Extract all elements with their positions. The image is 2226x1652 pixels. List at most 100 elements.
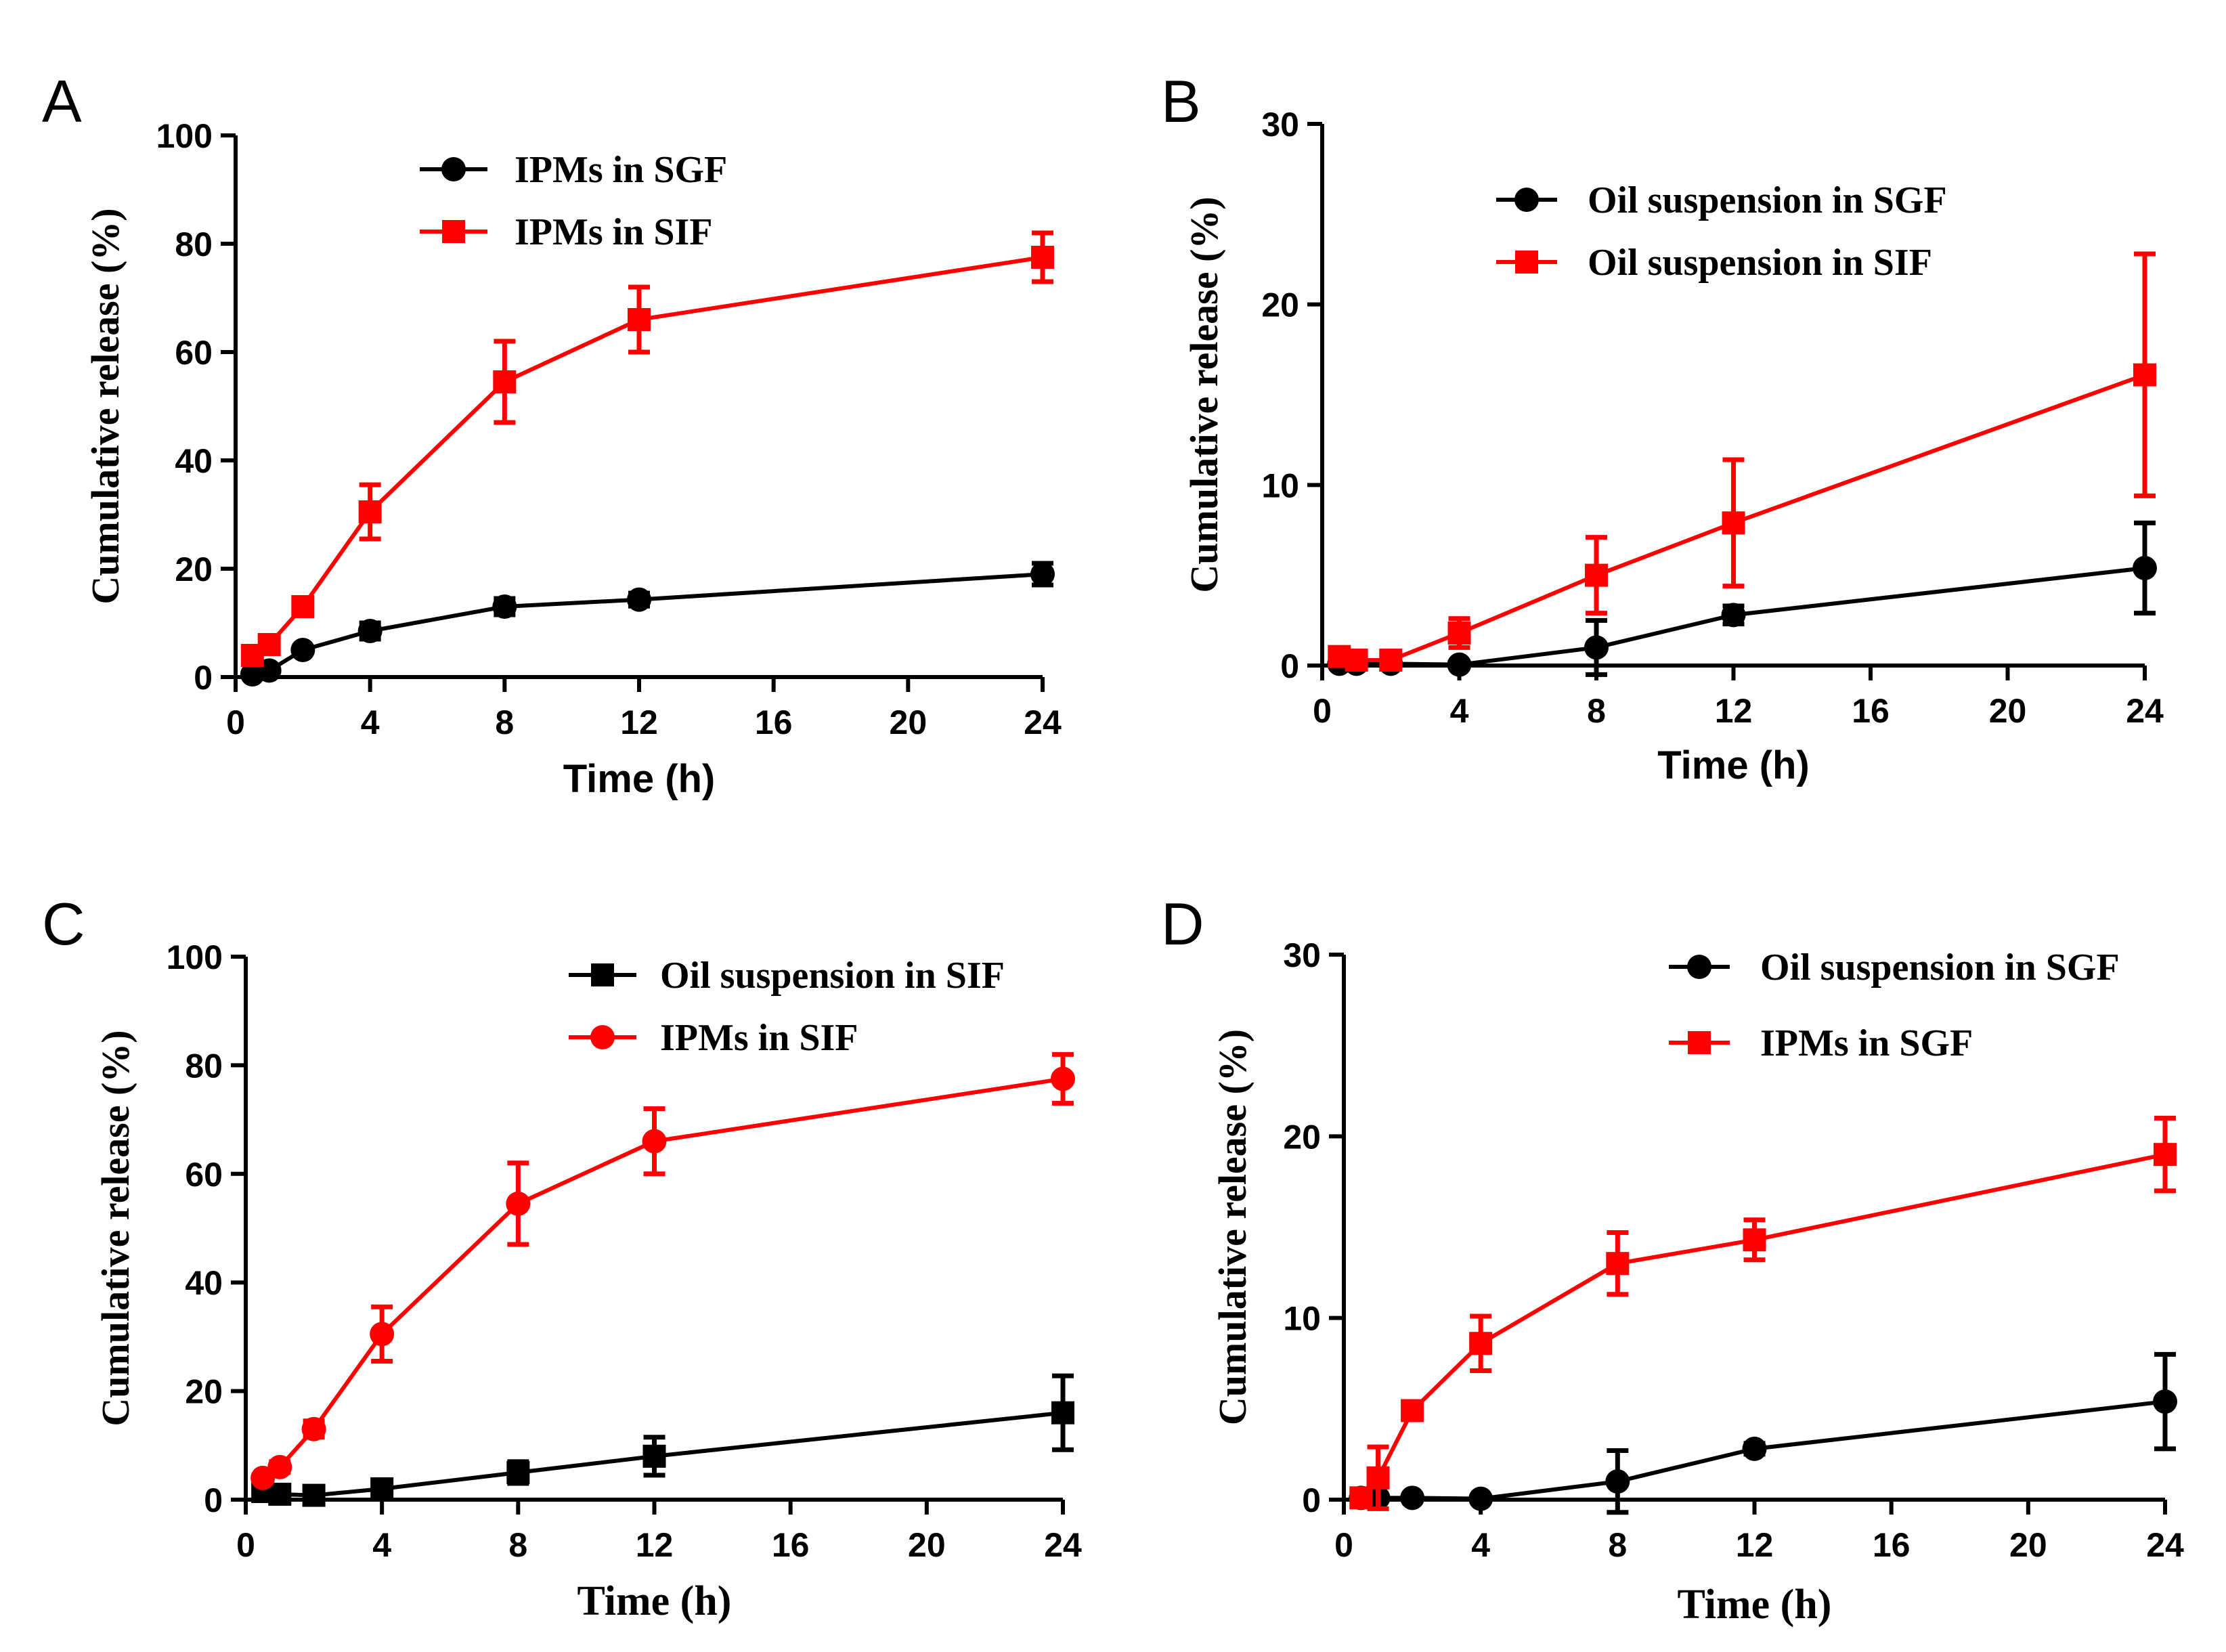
data-point [1742, 1436, 1767, 1461]
data-point [370, 1477, 394, 1500]
x-tick-label: 24 [2146, 1526, 2184, 1564]
y-tick-label: 100 [167, 938, 223, 976]
x-tick-label: 0 [1334, 1526, 1353, 1564]
y-axis-title: Cumulative release (%) [93, 1030, 137, 1426]
data-point [358, 500, 382, 523]
panel-letter: D [1161, 890, 1204, 957]
x-tick-label: 8 [495, 703, 514, 741]
data-point [257, 633, 281, 656]
x-tick-label: 4 [1471, 1526, 1490, 1564]
y-tick-label: 0 [194, 659, 213, 697]
legend-marker [1687, 955, 1711, 979]
panel-letter: B [1161, 68, 1201, 135]
data-point [2153, 1389, 2177, 1414]
x-tick-label: 4 [1450, 692, 1469, 730]
panel-a: A 0 4 8 12 16 20 24 0 20 40 60 80 100 Time (h) Cumulati… [42, 68, 1062, 801]
data-point [627, 587, 651, 612]
x-tick-label: 20 [890, 703, 928, 741]
y-tick-label: 0 [1280, 647, 1299, 685]
y-tick-label: 40 [185, 1264, 223, 1302]
y-tick-label: 20 [1283, 1118, 1321, 1156]
x-tick-label: 16 [1873, 1526, 1911, 1564]
data-point [1349, 1486, 1373, 1510]
data-point [1447, 622, 1471, 645]
series-1 [1349, 1351, 2177, 1515]
y-axis-title: Cumulative release (%) [83, 208, 127, 604]
x-tick-label: 20 [1989, 692, 2027, 730]
y-axis-title: Cumulative release (%) [1182, 196, 1226, 592]
legend-label: IPMs in SGF [515, 149, 727, 191]
data-point [493, 370, 517, 393]
data-point [492, 594, 517, 619]
data-point [2154, 1143, 2177, 1167]
data-point [1366, 1466, 1390, 1490]
y-tick-label: 10 [1261, 466, 1299, 504]
panel-d: D 0 4 8 12 16 20 24 0 10 20 30 Time (h) Cumulative re… [1161, 890, 2184, 1628]
x-tick-label: 0 [226, 703, 245, 741]
series-1 [251, 1373, 1074, 1507]
x-tick-label: 24 [1024, 703, 1062, 741]
x-tick-label: 16 [755, 703, 793, 741]
y-axis-title: Cumulative release (%) [1210, 1029, 1254, 1425]
panel-letter: C [42, 890, 85, 957]
legend-entry: IPMs in SGF [420, 149, 727, 191]
y-tick-label: 20 [175, 550, 213, 588]
x-tick-label: 12 [1736, 1526, 1774, 1564]
x-tick-label: 20 [2009, 1526, 2047, 1564]
x-tick-label: 16 [772, 1526, 810, 1564]
data-point [1468, 1486, 1493, 1511]
y-tick-label: 0 [1302, 1481, 1321, 1519]
legend-entry: Oil suspension in SIF [1496, 242, 1932, 284]
x-tick-label: 0 [236, 1526, 255, 1564]
data-point [1447, 652, 1472, 677]
data-point [1722, 511, 1745, 535]
data-point [1030, 562, 1055, 586]
x-tick-label: 8 [1608, 1526, 1627, 1564]
data-point [506, 1191, 531, 1216]
legend-label: IPMs in SGF [1760, 1022, 1973, 1064]
legend-marker [1688, 1031, 1711, 1054]
x-tick-label: 24 [2126, 692, 2164, 730]
panel-b: B 0 4 8 12 16 20 24 0 10 20 30 Time (h) Cumulative re… [1161, 68, 2164, 787]
x-tick-label: 4 [361, 703, 380, 741]
data-point [1031, 246, 1054, 269]
x-tick-label: 8 [508, 1526, 527, 1564]
data-point [642, 1129, 667, 1154]
series-2 [240, 230, 1054, 667]
legend-entry: IPMs in SIF [569, 1017, 858, 1059]
series-2 [1328, 251, 2156, 672]
data-point [290, 638, 315, 662]
legend-label: IPMs in SIF [660, 1017, 858, 1059]
series-1 [1327, 520, 2157, 677]
x-tick-label: 24 [1044, 1526, 1082, 1564]
data-point [1743, 1228, 1766, 1252]
data-point [642, 1444, 666, 1468]
legend-label: Oil suspension in SIF [1588, 242, 1932, 284]
legend-entry: IPMs in SGF [1669, 1022, 1973, 1064]
x-axis-title: Time (h) [563, 757, 716, 801]
series-2 [250, 1051, 1075, 1490]
x-tick-label: 8 [1587, 692, 1606, 730]
data-point [2133, 556, 2157, 580]
legend-marker [442, 220, 465, 243]
data-point [267, 1454, 292, 1479]
x-tick-label: 12 [636, 1526, 674, 1564]
legend-marker [590, 1025, 615, 1049]
data-point [1345, 649, 1368, 672]
x-axis-title: Time (h) [1678, 1582, 1832, 1628]
data-point [1051, 1401, 1074, 1425]
data-point [1721, 603, 1746, 628]
data-point [628, 308, 651, 331]
x-axis-title: Time (h) [1657, 743, 1810, 787]
y-tick-label: 100 [156, 117, 213, 155]
legend-marker [441, 157, 466, 181]
data-point [1469, 1332, 1493, 1355]
data-point [1401, 1399, 1424, 1422]
data-point [1585, 563, 1608, 587]
data-point [1051, 1066, 1075, 1091]
panel-letter: A [42, 68, 82, 135]
y-tick-label: 20 [1261, 286, 1299, 324]
y-tick-label: 10 [1283, 1300, 1321, 1338]
data-point [506, 1460, 530, 1484]
